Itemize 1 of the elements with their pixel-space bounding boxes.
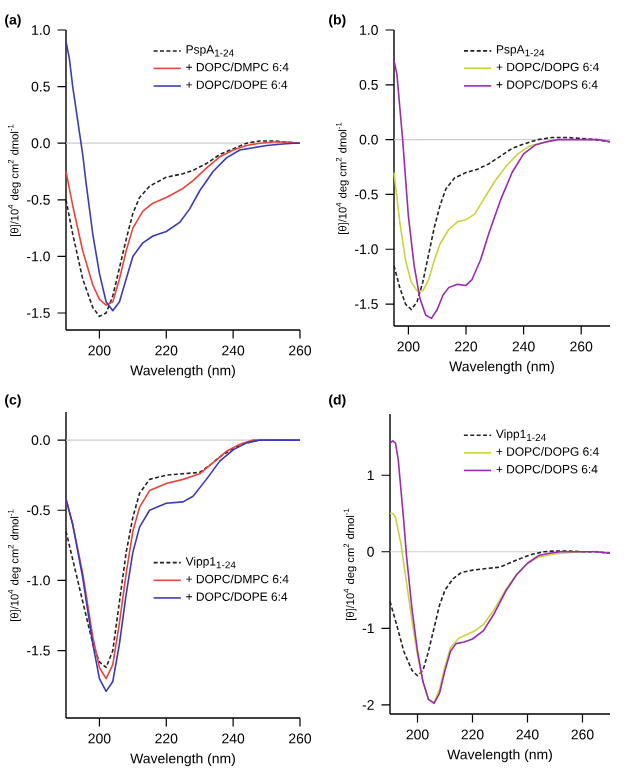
line-series (65, 40, 301, 312)
